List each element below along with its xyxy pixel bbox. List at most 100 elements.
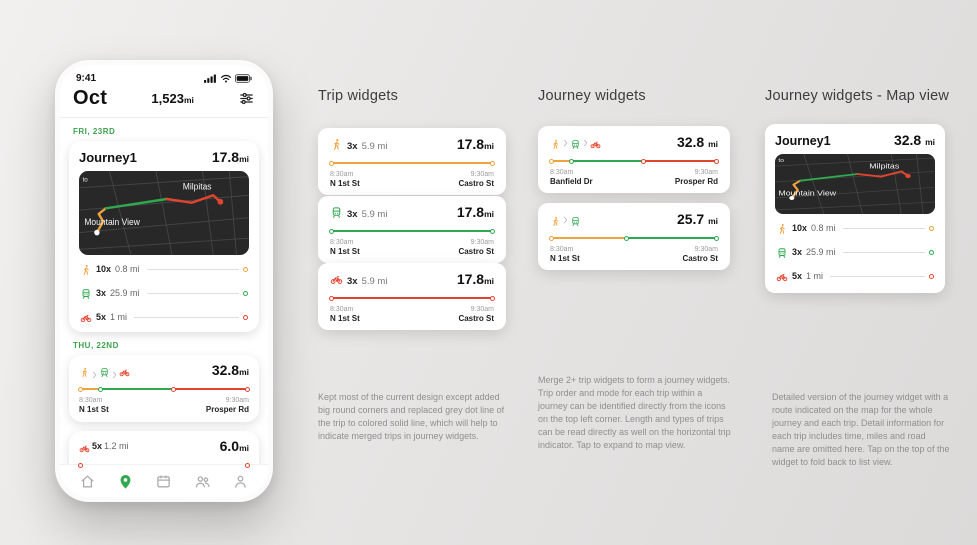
trip-total: 17.8mi	[456, 271, 494, 287]
start-street: N 1st St	[550, 254, 580, 263]
trip-widget-train[interactable]: 3x 5.9 mi 17.8mi 8:30am N 1st St 9:30am Ca…	[318, 196, 506, 263]
end-street: Prosper Rd	[674, 177, 718, 186]
end-street: Castro St	[458, 314, 494, 323]
bike-icon	[80, 311, 92, 323]
tab-calendar[interactable]	[155, 473, 172, 490]
chevron-right-icon	[563, 211, 568, 224]
end-time: 9:30am	[470, 171, 494, 178]
tab-friends[interactable]	[194, 473, 211, 490]
trip-count: 3x	[347, 209, 358, 220]
start-time: 8:30am	[79, 397, 103, 404]
trip-widget-bike[interactable]: 3x 5.9 mi 17.8mi 8:30am N 1st St 9:30am Ca…	[318, 263, 506, 330]
trip-distance: 5.9 mi	[361, 209, 388, 220]
walk-icon	[79, 365, 90, 377]
trip-count: 10x	[792, 223, 808, 233]
journey-total: 25.7 mi	[676, 211, 718, 227]
journey-map-view-header[interactable]: Journey1 32.8 mi	[775, 132, 935, 148]
tab-profile[interactable]	[232, 473, 249, 490]
trip-summary-walk[interactable]: 10x 0.8 mi	[79, 257, 249, 281]
trip-distance: 25.9 mi	[110, 288, 140, 298]
total-distance: 1,523mi	[151, 91, 194, 106]
end-street: Castro St	[458, 247, 494, 256]
trip-indicator[interactable]	[329, 160, 495, 166]
bike-icon	[590, 137, 601, 148]
trip-widgets-caption: Kept most of the current design except a…	[318, 392, 505, 442]
trip-widget-walk[interactable]: 3x 5.9 mi 17.8mi 8:30am N 1st St 9:30am Ca…	[318, 128, 506, 195]
journey-widget-card-1[interactable]: 32.8 mi 8:30am Banfield Dr 9:30am Prosper …	[538, 126, 730, 193]
start-time: 8:30am	[550, 169, 574, 176]
end-time: 9:30am	[225, 397, 249, 404]
trip-line	[842, 251, 925, 253]
journey-distance: 17.8mi	[211, 149, 249, 165]
trip-count: 3x	[347, 141, 358, 152]
bike-icon	[776, 270, 788, 282]
journey-indicator[interactable]	[549, 158, 719, 164]
chevron-right-icon	[583, 134, 588, 147]
map-graphic: to Milpitas Mountain View	[79, 171, 249, 255]
walk-icon	[776, 222, 788, 234]
map-label-mountain-view: Mountain View	[84, 217, 140, 227]
trip-indicator[interactable]	[329, 295, 495, 301]
tab-trips[interactable]	[117, 473, 134, 490]
trip-distance: 5.9 mi	[361, 141, 388, 152]
map-graphic: to Milpitas Mountain View	[775, 154, 935, 214]
train-icon	[80, 287, 92, 299]
trip-summary-train[interactable]: 3x 25.9 mi	[79, 281, 249, 305]
trip-endpoint-ring	[929, 249, 934, 255]
journey-map-card[interactable]: Journey1 17.8mi	[69, 141, 259, 332]
trip-count: 3x	[792, 247, 803, 257]
tab-home[interactable]	[79, 473, 96, 490]
filter-button[interactable]	[238, 90, 255, 107]
train-icon	[570, 214, 581, 226]
journey-indicator[interactable]	[549, 235, 719, 241]
day-label-fri: FRI, 23RD	[73, 127, 116, 136]
journey-widget-card-2[interactable]: 25.7 mi 8:30am N 1st St 9:30am Castro St	[538, 203, 730, 270]
start-street: N 1st St	[330, 247, 360, 256]
trip-count: 3x	[96, 288, 107, 298]
journey-map[interactable]: to Milpitas Mountain View	[775, 154, 935, 214]
map-label-milpitas: Milpitas	[869, 163, 899, 171]
end-street: Prosper Rd	[205, 405, 249, 414]
walk-icon	[550, 137, 561, 149]
trip-summary-bike[interactable]: 5x 1 mi	[775, 264, 935, 288]
journey-total: 32.8mi	[211, 362, 249, 378]
trip-summary-bike[interactable]: 5x 1 mi	[79, 305, 249, 329]
start-street: N 1st St	[79, 405, 109, 414]
battery-icon	[235, 74, 252, 83]
trip-endpoint-ring	[929, 225, 934, 231]
train-icon	[776, 246, 788, 258]
train-icon	[99, 365, 110, 377]
journey-map[interactable]: to Milpitas Mountain View	[79, 171, 249, 255]
start-time: 8:30am	[330, 239, 354, 246]
journey-map-view-card[interactable]: Journey1 32.8 mi to Milpitas Mountain Vi…	[765, 124, 945, 293]
start-street: N 1st St	[330, 179, 360, 188]
trip-count: 5x	[792, 271, 803, 281]
walk-icon	[80, 263, 92, 275]
trip-count: 10x	[96, 264, 112, 274]
trip-endpoint-ring	[243, 314, 248, 320]
trip-line	[134, 316, 239, 318]
trip-summary-train[interactable]: 3x 25.9 mi	[775, 240, 935, 264]
journey-total: 32.8 mi	[676, 134, 718, 150]
map-label-to: to	[778, 158, 784, 163]
journey-title: Journey1	[79, 150, 137, 165]
journey-title: Journey1	[775, 134, 831, 148]
walk-icon	[330, 138, 343, 151]
trip-summary-walk[interactable]: 10x 0.8 mi	[775, 216, 935, 240]
phone-mockup: 9:41 Oct 1,523mi	[55, 60, 273, 502]
train-icon	[330, 206, 343, 219]
chevron-right-icon	[92, 366, 97, 379]
month-label: Oct	[73, 87, 108, 109]
trip-total: 17.8mi	[456, 204, 494, 220]
journey-widget[interactable]: 32.8mi 8:30am N 1st St	[69, 355, 259, 422]
trip-distance: 0.8 mi	[811, 223, 836, 233]
trip-indicator[interactable]	[329, 228, 495, 234]
trip-distance: 25.9 mi	[806, 247, 836, 257]
trip-endpoint-ring	[929, 273, 934, 279]
journey-indicator[interactable]	[78, 386, 250, 392]
journey-widgets-heading: Journey widgets	[538, 88, 646, 104]
trip-total: 17.8mi	[456, 136, 494, 152]
start-time: 8:30am	[330, 306, 354, 313]
map-view-caption: Detailed version of the journey widget w…	[772, 392, 950, 468]
